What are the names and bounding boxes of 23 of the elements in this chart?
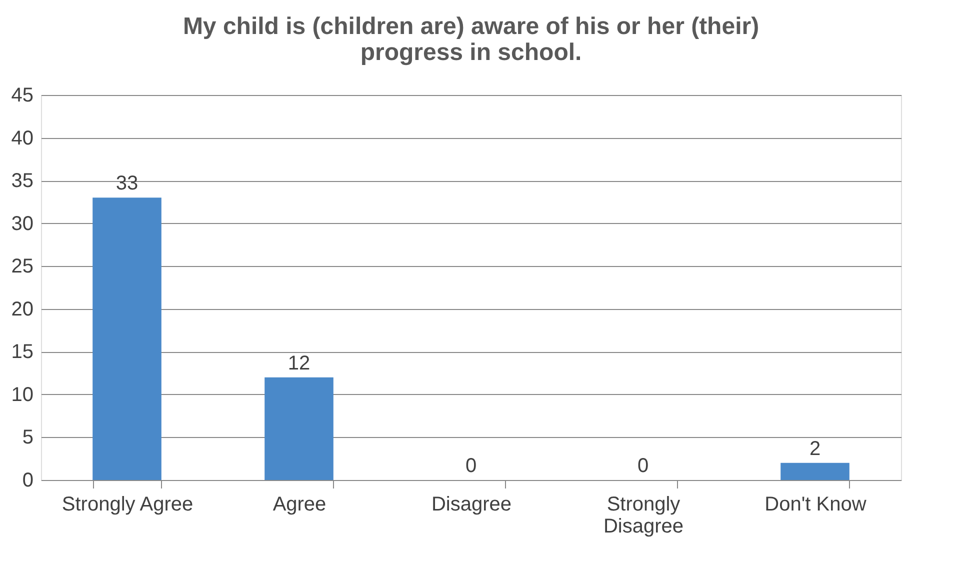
x-tick-label: Strongly Disagree xyxy=(603,494,684,538)
data-label: 12 xyxy=(288,352,310,374)
y-tick-label: 30 xyxy=(11,212,34,235)
y-tick-label: 0 xyxy=(22,470,34,492)
x-tick-label: Agree xyxy=(272,494,326,516)
data-label: 0 xyxy=(465,455,477,477)
data-label: 2 xyxy=(809,438,821,460)
y-tick-label: 40 xyxy=(11,127,34,150)
y-tick-label: 35 xyxy=(11,170,34,192)
bar xyxy=(92,198,162,480)
chart-title: My child is (children are) aware of his or her (their) progress in school. xyxy=(182,13,760,66)
x-tick-label: Don't Know xyxy=(764,494,867,516)
y-tick-label: 45 xyxy=(11,84,34,106)
bar xyxy=(780,462,850,480)
y-tick-label: 15 xyxy=(11,341,34,364)
y-tick-label: 5 xyxy=(22,426,34,449)
x-tick-label: Disagree xyxy=(431,494,512,516)
data-label: 0 xyxy=(637,455,649,477)
bar xyxy=(264,377,334,480)
y-tick-label: 20 xyxy=(11,298,34,320)
y-tick-label: 10 xyxy=(11,384,34,406)
x-tick-label: Strongly Agree xyxy=(62,494,194,516)
y-tick-label: 25 xyxy=(11,256,34,278)
